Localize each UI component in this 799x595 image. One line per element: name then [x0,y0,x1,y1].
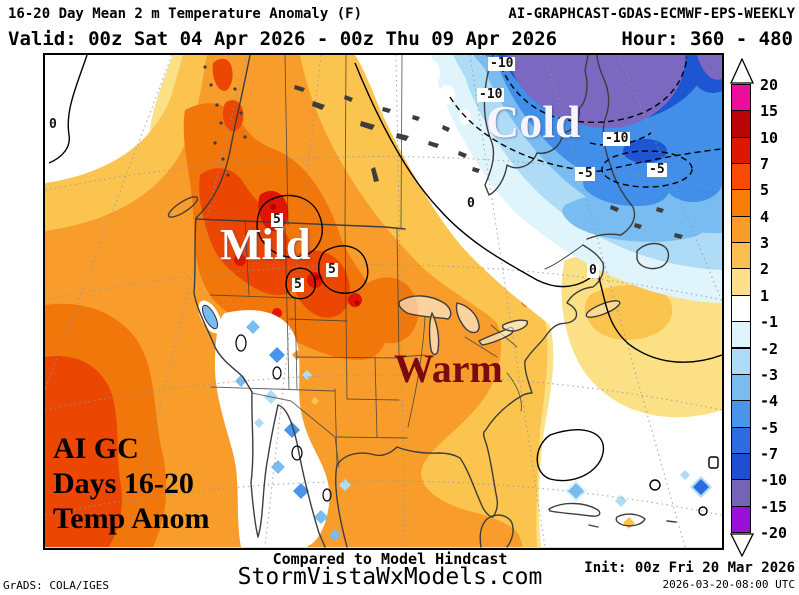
forecast-hour: Hour: 360 - 480 [621,28,793,50]
colorbar-segment [731,373,751,402]
colorbar-tick-label: 1 [760,286,770,305]
contour-label: 5 [271,212,283,227]
colorbar-tick-label: -7 [760,444,779,463]
footer-compared: Compared to Model Hindcast [272,550,508,568]
colorbar-segment [731,242,751,270]
colorbar-segment [731,426,751,454]
colorbar-segment [731,347,751,375]
coastlines [167,55,683,548]
footer-grads-credit: GrADS: COLA/IGES [3,579,109,592]
colorbar-segment [731,163,751,191]
region-label-mild: Mild [220,220,311,269]
colorbar-tick-label: -4 [760,392,779,411]
map-title: 16-20 Day Mean 2 m Temperature Anomaly (… [8,6,363,22]
footer-generated-time: 2026-03-20-08:00 UTC [662,578,795,591]
colorbar-segment [731,268,751,296]
colorbar-tick-label: 5 [760,181,770,200]
footer-init-time: Init: 00z Fri 20 Mar 2026 [584,560,795,576]
colorbar-tick-label: -1 [760,313,779,332]
colorbar-tick-label: 2 [760,260,770,279]
cool-speckles [235,320,351,541]
annotation-line: Temp Anom [53,502,210,535]
colorbar-tick-label: 3 [760,234,770,253]
colorbar-segment [731,505,751,533]
colorbar-tick-label: 20 [760,76,779,94]
colorbar-tick-label: 10 [760,128,779,147]
footer-site-name: StormVistaWxModels.com [237,564,543,590]
model-name: AI-GRAPHCAST-GDAS-ECMWF-EPS-WEEKLY [508,6,795,22]
contour-label: -5 [575,166,595,181]
contour-label: 5 [292,277,304,292]
colorbar-tick-label: -15 [760,497,788,516]
colorbar-segment [731,84,751,112]
colorbar-arrow-down-icon [730,533,754,557]
colorbar-arrow-up-icon [730,58,754,84]
colorbar-segment [731,215,751,244]
contour-label: 5 [326,262,338,277]
contour-label: 0 [587,263,599,278]
contour-label: 0 [47,117,59,132]
contour-label: -5 [647,162,667,177]
colorbar-segment [731,110,751,138]
terrain-marks [203,65,683,239]
colorbar-segment [731,189,751,217]
contour-label: -10 [603,131,631,146]
colorbar-tick-label: -2 [760,339,779,358]
colorbar-tick-label: 4 [760,207,770,226]
annotation-line: Days 16-20 [53,467,194,500]
colorbar-tick-label: -5 [760,418,779,437]
region-label-warm: Warm [394,346,503,391]
colorbar-segment [731,479,751,507]
region-label-cold: Cold [486,96,581,147]
map-annotation: AI GC Days 16-20 Temp Anom [53,431,209,536]
colorbar-segment [731,452,751,481]
colorbar-tick-label: -20 [760,523,788,542]
contour-label: -10 [477,87,505,102]
annotation-line: AI GC [53,432,139,465]
colorbar-tick-label: -3 [760,365,779,384]
contour-lines [48,55,722,516]
colorbar-tick-label: -10 [760,471,788,490]
colorbar-segment [731,136,751,165]
contour-label: 0 [465,196,477,211]
colorbar-segment [731,400,751,428]
colorbar: 20 15 10 7 5 4 3 2 1 -1 -2 -3 -4 -5 -7 -10 -15 -20 [729,58,799,558]
caribbean-speckles [565,470,712,529]
colorbar-tick-label: 7 [760,155,770,174]
valid-range: Valid: 00z Sat 04 Apr 2026 - 00z Thu 09 … [8,28,558,50]
map-area: AI GC Days 16-20 Temp Anom Cold Mild Warm 0 0 0… [43,53,724,550]
colorbar-segment [731,294,751,323]
colorbar-segment [731,321,751,349]
colorbar-tick-label: 15 [760,102,779,121]
contour-label: -10 [488,56,516,71]
